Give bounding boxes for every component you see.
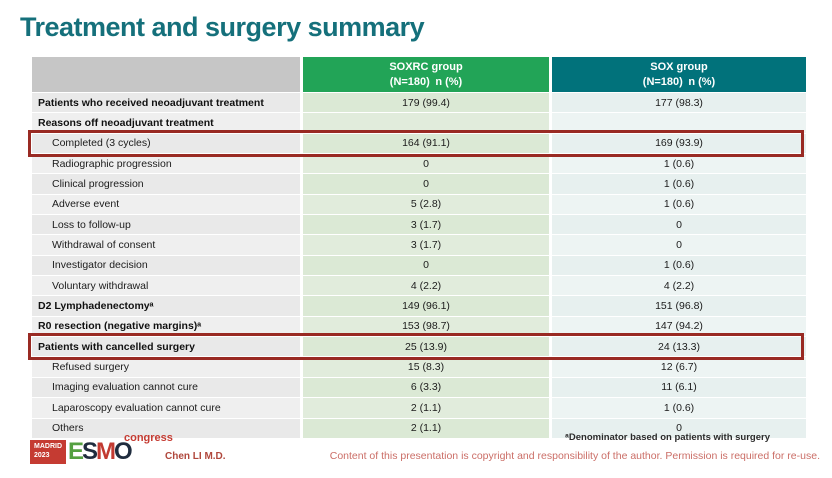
cell-sox: 169 (93.9) [552,133,806,154]
cell-sox: 1 (0.6) [552,255,806,276]
cell-sox: 1 (0.6) [552,174,806,194]
cell-sox: 1 (0.6) [552,398,806,418]
row-label: Loss to follow-up [32,215,300,235]
row-label: Clinical progression [32,174,300,194]
row-label: Completed (3 cycles) [32,133,300,154]
cell-soxrc: 3 (1.7) [303,215,549,235]
cell-soxrc: 164 (91.1) [303,133,549,154]
madrid-label: MADRID [34,443,62,451]
presenter-name: Chen LI M.D. [165,451,226,462]
cell-soxrc: 15 (8.3) [303,357,549,377]
row-label: Withdrawal of consent [32,235,300,255]
table-row: Loss to follow-up 3 (1.7) 0 [32,215,806,235]
row-label: Investigator decision [32,255,300,276]
cell-sox: 0 [552,418,806,438]
table-row: Imaging evaluation cannot cure 6 (3.3) 1… [32,377,806,398]
table-row: R0 resection (negative margins)ᵃ 153 (98… [32,316,806,337]
cell-sox: 151 (96.8) [552,296,806,316]
soxrc-group-subtitle: (N=180) n (%) [389,75,463,88]
header-cell-empty [32,57,300,92]
madrid-2023-badge: MADRID 2023 [30,440,66,464]
cell-sox: 1 (0.6) [552,194,806,215]
cell-soxrc: 2 (1.1) [303,418,549,438]
cell-soxrc: 2 (1.1) [303,398,549,418]
row-label: Patients with cancelled surgery [32,337,300,357]
table-row: Clinical progression 0 1 (0.6) [32,174,806,194]
row-label: Laparoscopy evaluation cannot cure [32,398,300,418]
cell-soxrc: 0 [303,255,549,276]
cell-soxrc: 153 (98.7) [303,316,549,337]
cell-sox: 11 (6.1) [552,377,806,398]
cell-sox: 1 (0.6) [552,154,806,174]
row-label: R0 resection (negative margins)ᵃ [32,316,300,337]
row-label: D2 Lymphadenectomyᵃ [32,296,300,316]
esmo-letter-e: E [68,438,84,465]
sox-group-title: SOX group [650,60,708,73]
row-label: Voluntary withdrawal [32,276,300,296]
row-label: Refused surgery [32,357,300,377]
row-label: Adverse event [32,194,300,215]
table-body: Patients who received neoadjuvant treatm… [28,93,806,438]
congress-label: congress [124,432,173,444]
cell-sox: 24 (13.3) [552,337,806,357]
cell-soxrc: 3 (1.7) [303,235,549,255]
cell-sox: 4 (2.2) [552,276,806,296]
table-row: Withdrawal of consent 3 (1.7) 0 [32,235,806,255]
esmo-logo-letters: ESMO congress [68,433,173,465]
cell-soxrc: 4 (2.2) [303,276,549,296]
cell-soxrc: 5 (2.8) [303,194,549,215]
cell-soxrc: 25 (13.9) [303,337,549,357]
year-label: 2023 [34,452,50,459]
table-row: Patients who received neoadjuvant treatm… [32,93,806,113]
cell-sox [552,113,806,133]
table-row: Completed (3 cycles) 164 (91.1) 169 (93.… [28,129,806,158]
slide-title: Treatment and surgery summary [20,12,425,42]
cell-sox: 12 (6.7) [552,357,806,377]
table-row: Radiographic progression 0 1 (0.6) [32,154,806,174]
table-row: Investigator decision 0 1 (0.6) [32,255,806,276]
cell-soxrc: 0 [303,174,549,194]
cell-soxrc [303,113,549,133]
cell-sox: 0 [552,235,806,255]
table-row: D2 Lymphadenectomyᵃ 149 (96.1) 151 (96.8… [32,296,806,316]
table-footnote: ᵃDenominator based on patients with surg… [565,432,770,443]
row-label: Radiographic progression [32,154,300,174]
cell-soxrc: 6 (3.3) [303,377,549,398]
table-row: Adverse event 5 (2.8) 1 (0.6) [32,194,806,215]
cell-soxrc: 149 (96.1) [303,296,549,316]
header-cell-soxrc: SOXRC group (N=180) n (%) [303,57,549,92]
table-row: Patients with cancelled surgery 25 (13.9… [28,333,806,361]
soxrc-group-title: SOXRC group [389,60,463,73]
table-row: Laparoscopy evaluation cannot cure 2 (1.… [32,398,806,418]
esmo-letter-o: O [114,438,133,465]
cell-soxrc: 179 (99.4) [303,93,549,113]
sox-group-subtitle: (N=180) n (%) [642,75,716,88]
row-label: Reasons off neoadjuvant treatment [32,113,300,133]
esmo-letter-s: S [82,438,98,465]
cell-sox: 177 (98.3) [552,93,806,113]
row-label: Imaging evaluation cannot cure [32,377,300,398]
esmo-letter-m: M [96,438,116,465]
summary-table: SOXRC group (N=180) n (%) SOX group (N=1… [28,57,806,439]
row-label: Others [32,418,300,438]
cell-soxrc: 0 [303,154,549,174]
cell-sox: 0 [552,215,806,235]
row-label: Patients who received neoadjuvant treatm… [32,93,300,113]
header-cell-sox: SOX group (N=180) n (%) [552,57,806,92]
table-header-row: SOXRC group (N=180) n (%) SOX group (N=1… [32,57,806,92]
table-row: Voluntary withdrawal 4 (2.2) 4 (2.2) [32,276,806,296]
table-row: Refused surgery 15 (8.3) 12 (6.7) [32,357,806,377]
table-row: Others 2 (1.1) 0 [32,418,806,438]
table-row: Reasons off neoadjuvant treatment [32,113,806,133]
copyright-notice: Content of this presentation is copyrigh… [329,450,820,462]
esmo-congress-logo: MADRID 2023 ESMO congress [30,433,173,466]
cell-sox: 147 (94.2) [552,316,806,337]
